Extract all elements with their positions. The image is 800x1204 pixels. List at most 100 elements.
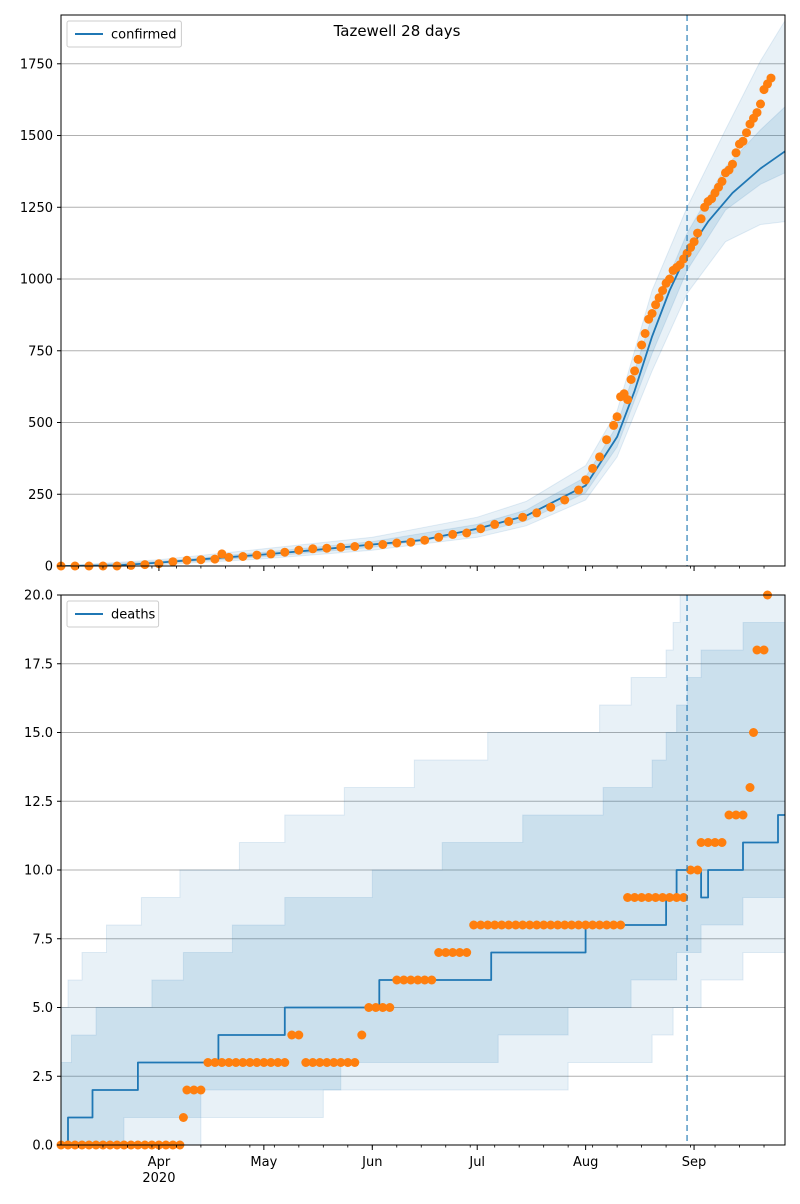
confirmed-x-axis: [78, 566, 765, 571]
confirmed-bands: [61, 19, 785, 566]
observed-point: [371, 1003, 381, 1012]
inner-uncertainty-band: [61, 622, 785, 1145]
observed-point: [689, 237, 699, 247]
observed-point: [308, 544, 318, 554]
observed-point: [203, 1058, 213, 1067]
observed-point: [724, 810, 734, 820]
observed-point: [665, 893, 675, 902]
observed-point: [329, 1058, 339, 1067]
deaths-bands: [61, 595, 785, 1145]
observed-point: [616, 920, 626, 930]
y-tick-label: 10.0: [24, 864, 53, 879]
observed-point: [504, 920, 514, 930]
outer-uncertainty-band: [61, 595, 785, 1145]
observed-point: [364, 540, 374, 550]
outer-uncertainty-band: [61, 19, 785, 566]
observed-point: [490, 920, 500, 930]
observed-point: [612, 412, 622, 422]
observed-point: [630, 366, 640, 376]
observed-point: [301, 1058, 311, 1067]
observed-point: [294, 545, 304, 555]
observed-point: [273, 1058, 283, 1067]
observed-point: [658, 893, 668, 902]
observed-point: [462, 528, 472, 538]
observed-point: [581, 920, 591, 930]
observed-point: [672, 893, 682, 902]
observed-point: [696, 838, 706, 847]
observed-point: [553, 920, 563, 930]
observed-point: [518, 512, 528, 522]
observed-point: [717, 176, 727, 186]
observed-point: [630, 893, 640, 902]
observed-point: [546, 920, 556, 930]
x-tick-label: Aug: [573, 1155, 598, 1170]
observed-point: [658, 286, 668, 295]
observed-point: [647, 309, 657, 318]
observed-point: [574, 485, 584, 495]
deaths-x-axis: Apr May Jun Jul Aug Sep: [78, 1145, 765, 1170]
deaths-legend[interactable]: deaths: [66, 600, 160, 628]
observed-point: [434, 532, 444, 542]
observed-point: [640, 329, 650, 338]
observed-point: [703, 838, 713, 847]
confirmed-y-axis: 0 250 500 750 1000 1250 1500 1750: [20, 57, 61, 575]
observed-point: [637, 340, 647, 350]
observed-point: [560, 495, 570, 505]
observed-point: [336, 1058, 346, 1067]
chart-title: Tazewell 28 days: [333, 22, 461, 40]
observed-point: [217, 549, 227, 559]
observed-point: [427, 975, 437, 985]
observed-point: [280, 1058, 290, 1067]
observed-point: [623, 395, 633, 405]
observed-point: [182, 555, 192, 565]
confirmed-axes-frame: [60, 14, 786, 567]
observed-point: [378, 1003, 388, 1012]
observed-point: [686, 865, 696, 875]
observed-point: [749, 728, 758, 737]
observed-point: [532, 508, 542, 518]
observed-point: [252, 1058, 262, 1067]
confirmed-gridlines: [61, 63, 785, 495]
y-tick-label: 17.5: [24, 657, 53, 672]
observed-point: [420, 975, 430, 985]
observed-point: [602, 435, 612, 445]
observed-point: [574, 920, 584, 930]
deaths-panel: 0.0 2.5 5.0 7.5 10.0 12.5 15.0 17.5 20.0 Apr May J…: [24, 589, 786, 1186]
confirmed-observed-points: [56, 73, 776, 571]
y-tick-label: 2.5: [32, 1070, 53, 1085]
observed-point: [525, 920, 535, 930]
observed-point: [441, 948, 451, 957]
observed-point: [364, 1003, 374, 1012]
observed-point: [654, 293, 664, 303]
observed-point: [546, 502, 556, 512]
observed-point: [483, 920, 493, 930]
observed-point: [392, 538, 402, 548]
y-tick-label: 15.0: [24, 726, 53, 741]
observed-point: [448, 529, 458, 539]
observed-point: [731, 148, 741, 158]
confirmed-legend[interactable]: confirmed: [66, 20, 182, 48]
observed-point: [178, 1113, 188, 1122]
observed-point: [315, 1058, 325, 1067]
observed-point: [504, 517, 514, 526]
observed-point: [350, 542, 360, 551]
observed-point: [210, 1058, 220, 1067]
observed-point: [633, 354, 643, 364]
observed-point: [665, 274, 675, 284]
observed-point: [238, 552, 248, 561]
x-axis-year-label: 2020: [142, 1171, 175, 1186]
observed-point: [759, 645, 769, 655]
observed-point: [710, 838, 720, 847]
observed-point: [581, 475, 591, 485]
observed-point: [294, 1030, 304, 1040]
observed-point: [448, 948, 458, 957]
observed-point: [644, 893, 654, 902]
observed-point: [434, 948, 444, 957]
confirmed-panel: 0 250 500 750 1000 1250 1500 1750 confirmed Taz…: [20, 14, 786, 575]
observed-point: [595, 452, 605, 462]
observed-point: [259, 1058, 269, 1067]
observed-point: [532, 920, 542, 930]
observed-point: [406, 537, 416, 547]
observed-point: [609, 420, 619, 430]
